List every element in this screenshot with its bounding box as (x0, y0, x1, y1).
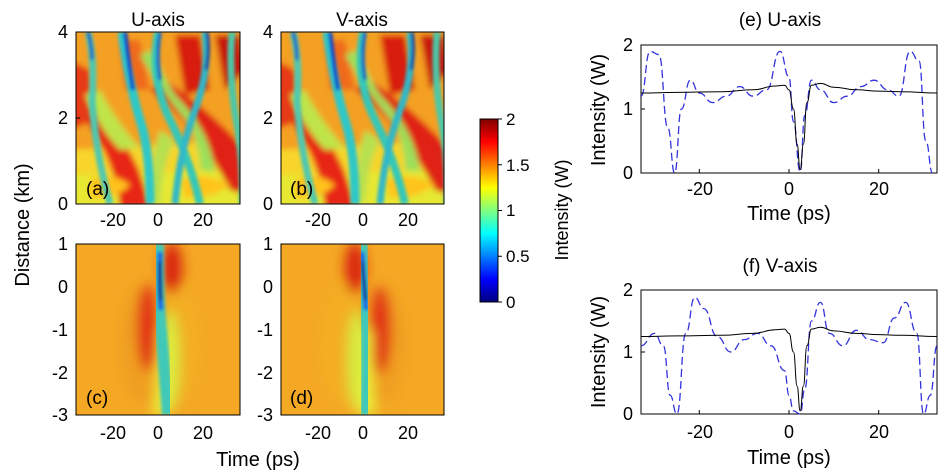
panel-c: (c) 1 0 -1 -2 -3 -20 0 20 (52, 234, 241, 443)
line-plot-f: (f) V-axis 2 1 0 -20 0 20 Time (ps) Inte… (588, 256, 938, 469)
panel-d-xtick: 0 (358, 423, 368, 443)
panel-a-yticks: 4 2 0 (58, 22, 80, 214)
left-y-axis-label: Distance (km) (12, 163, 34, 286)
plot-f-title: (f) V-axis (743, 256, 818, 277)
heatmap-a (76, 32, 240, 204)
panel-c-xtick: 20 (193, 423, 213, 443)
panel-c-ytick: -1 (52, 320, 68, 340)
panel-d-ytick: -1 (257, 320, 273, 340)
panel-d-ytick: 0 (263, 277, 273, 297)
panel-c-ytick: -2 (52, 363, 68, 383)
plot-e-xlabel: Time (ps) (747, 203, 831, 225)
panel-a-ytick: 4 (58, 22, 68, 42)
plot-e-title: (e) U-axis (739, 10, 821, 31)
plot-e-xtick: 20 (869, 179, 889, 199)
plot-e-series-solid (640, 82, 938, 171)
panel-c-ytick: 0 (58, 277, 68, 297)
left-x-axis-label: Time (ps) (216, 449, 300, 471)
panel-b-xtick: 20 (398, 210, 418, 230)
panel-a-label: (a) (86, 179, 109, 200)
panel-d: (d) 1 0 -1 -2 -3 -20 0 20 (257, 234, 445, 443)
plot-f-ytick: 1 (623, 342, 633, 362)
plot-f-ytick: 2 (623, 280, 633, 300)
plot-e-ytick: 1 (623, 99, 633, 119)
plot-e-xtick: -20 (687, 179, 713, 199)
plot-f-xtick: 0 (784, 422, 794, 442)
plot-f-series-dashed (640, 296, 938, 415)
panel-a: U-axis (58, 10, 241, 230)
panel-c-xtick: -20 (100, 423, 126, 443)
plot-f-xticks: -20 0 20 (687, 422, 889, 442)
panel-d-ytick: 1 (263, 234, 273, 254)
plot-e-xticks: -20 0 20 (687, 179, 889, 199)
panel-b-ytick: 2 (263, 108, 273, 128)
plot-e-tickmarks (641, 44, 880, 174)
plot-e-series-dashed (640, 50, 934, 174)
plot-f-ytick: 0 (623, 404, 633, 424)
plot-e-ytick: 0 (623, 163, 633, 183)
panel-d-yticks: 1 0 -1 -2 -3 (257, 234, 273, 425)
panel-c-ytick: -3 (52, 405, 68, 425)
panel-a-xtick: 0 (153, 210, 163, 230)
plot-f-tickmarks (641, 289, 880, 415)
panel-c-label: (c) (86, 388, 108, 409)
plot-e-yticks: 2 1 0 (623, 35, 633, 183)
panel-a-xticks: -20 0 20 (100, 210, 213, 230)
plot-f-xtick: 20 (869, 422, 889, 442)
plot-f-yticks: 2 1 0 (623, 280, 633, 424)
panel-b-ytick: 0 (263, 194, 273, 214)
plot-e-ylabel: Intensity (W) (588, 54, 610, 166)
colorbar-label: Intensity (W) (552, 159, 572, 260)
panel-a-xtick: 20 (193, 210, 213, 230)
panel-b-yticks: 4 2 0 (263, 22, 273, 214)
panel-d-xtick: -20 (305, 423, 331, 443)
panel-d-label: (d) (290, 388, 313, 409)
panel-a-ytick: 2 (58, 108, 68, 128)
plot-f-series-solid (640, 326, 938, 412)
plot-e-xtick: 0 (784, 179, 794, 199)
panel-c-xtick: 0 (153, 423, 163, 443)
panel-c-xticks: -20 0 20 (100, 423, 213, 443)
panel-d-xtick: 20 (398, 423, 418, 443)
panel-b-xticks: -20 0 20 (305, 210, 418, 230)
colorbar-gradient (479, 118, 499, 303)
panel-b-xtick: -20 (305, 210, 331, 230)
heatmap-d (281, 244, 444, 415)
colorbar-tick: 0.5 (506, 247, 530, 266)
panel-c-ytick: 1 (58, 234, 68, 254)
line-plot-e: (e) U-axis 2 1 0 -20 0 20 Time (ps) Inte… (588, 10, 938, 225)
panel-b: V-axis (263, 10, 445, 230)
panel-b-ytick: 4 (263, 22, 273, 42)
panel-b-xtick: 0 (358, 210, 368, 230)
panel-d-ytick: -3 (257, 405, 273, 425)
colorbar-tick: 1 (506, 201, 515, 220)
colorbar: 2 1.5 1 0.5 0 Intensity (W) (479, 110, 572, 312)
colorbar-tick: 2 (506, 110, 515, 129)
panel-d-xticks: -20 0 20 (305, 423, 418, 443)
plot-e-frame (640, 44, 938, 174)
heatmap-c (76, 244, 240, 415)
panel-a-xtick: -20 (100, 210, 126, 230)
panel-a-title: U-axis (131, 10, 185, 31)
panel-b-title: V-axis (336, 10, 388, 31)
panel-d-ytick: -2 (257, 363, 273, 383)
plot-f-xlabel: Time (ps) (747, 447, 831, 469)
colorbar-tick: 1.5 (506, 156, 530, 175)
panel-b-label: (b) (290, 179, 313, 200)
panel-c-yticks: 1 0 -1 -2 -3 (52, 234, 68, 425)
plot-f-ylabel: Intensity (W) (588, 296, 610, 408)
panel-a-ytick: 0 (58, 194, 68, 214)
plot-e-ytick: 2 (623, 35, 633, 55)
plot-f-xtick: -20 (687, 422, 713, 442)
colorbar-ticks: 2 1.5 1 0.5 0 (498, 110, 530, 312)
heatmap-b (281, 32, 444, 204)
colorbar-tick: 0 (506, 293, 515, 312)
